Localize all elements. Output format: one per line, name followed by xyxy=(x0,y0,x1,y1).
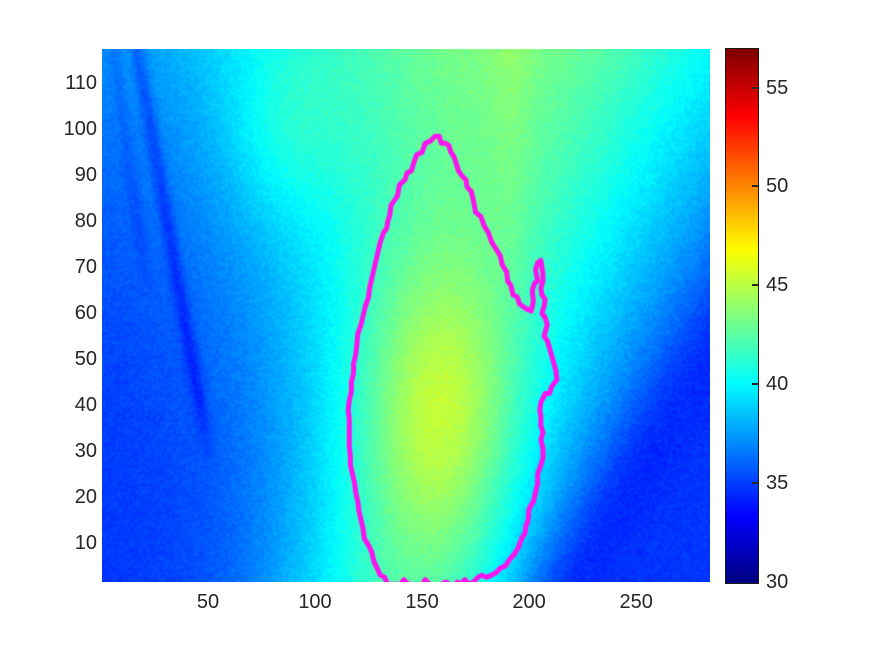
colorbar-tick-label: 35 xyxy=(766,472,789,495)
colorbar-tick-label: 30 xyxy=(766,571,789,593)
y-tick-label: 50 xyxy=(74,348,97,371)
x-tick-label: 200 xyxy=(512,591,546,613)
y-tick-label: 40 xyxy=(74,394,97,417)
colorbar-tick-label: 55 xyxy=(766,76,789,99)
colorbar-tick-mark xyxy=(752,185,759,188)
heatmap-image xyxy=(102,49,710,582)
y-tick-label: 10 xyxy=(74,531,97,554)
colorbar xyxy=(725,48,759,584)
plot-area xyxy=(102,49,710,582)
y-tick-label: 100 xyxy=(63,118,97,141)
x-tick-label: 250 xyxy=(619,591,653,613)
colorbar-tick-mark xyxy=(752,86,759,89)
colorbar-tick-mark xyxy=(752,284,759,287)
y-tick-label: 60 xyxy=(74,302,97,325)
y-tick-label: 70 xyxy=(74,256,97,279)
y-tick-label: 80 xyxy=(74,210,97,233)
colorbar-tick-mark xyxy=(752,482,759,485)
y-tick-label: 90 xyxy=(74,164,97,187)
colorbar-tick-label: 45 xyxy=(766,274,789,297)
x-tick-label: 50 xyxy=(196,591,220,613)
colorbar-tick-label: 50 xyxy=(766,175,789,198)
colorbar-tick-label: 40 xyxy=(766,373,789,396)
x-tick-label: 150 xyxy=(405,591,439,613)
y-tick-label: 30 xyxy=(74,440,97,463)
colorbar-gradient xyxy=(726,49,758,583)
colorbar-tick-mark xyxy=(752,383,759,386)
x-tick-label: 100 xyxy=(298,591,332,613)
y-tick-label: 20 xyxy=(74,485,97,508)
y-tick-label: 110 xyxy=(65,72,97,95)
